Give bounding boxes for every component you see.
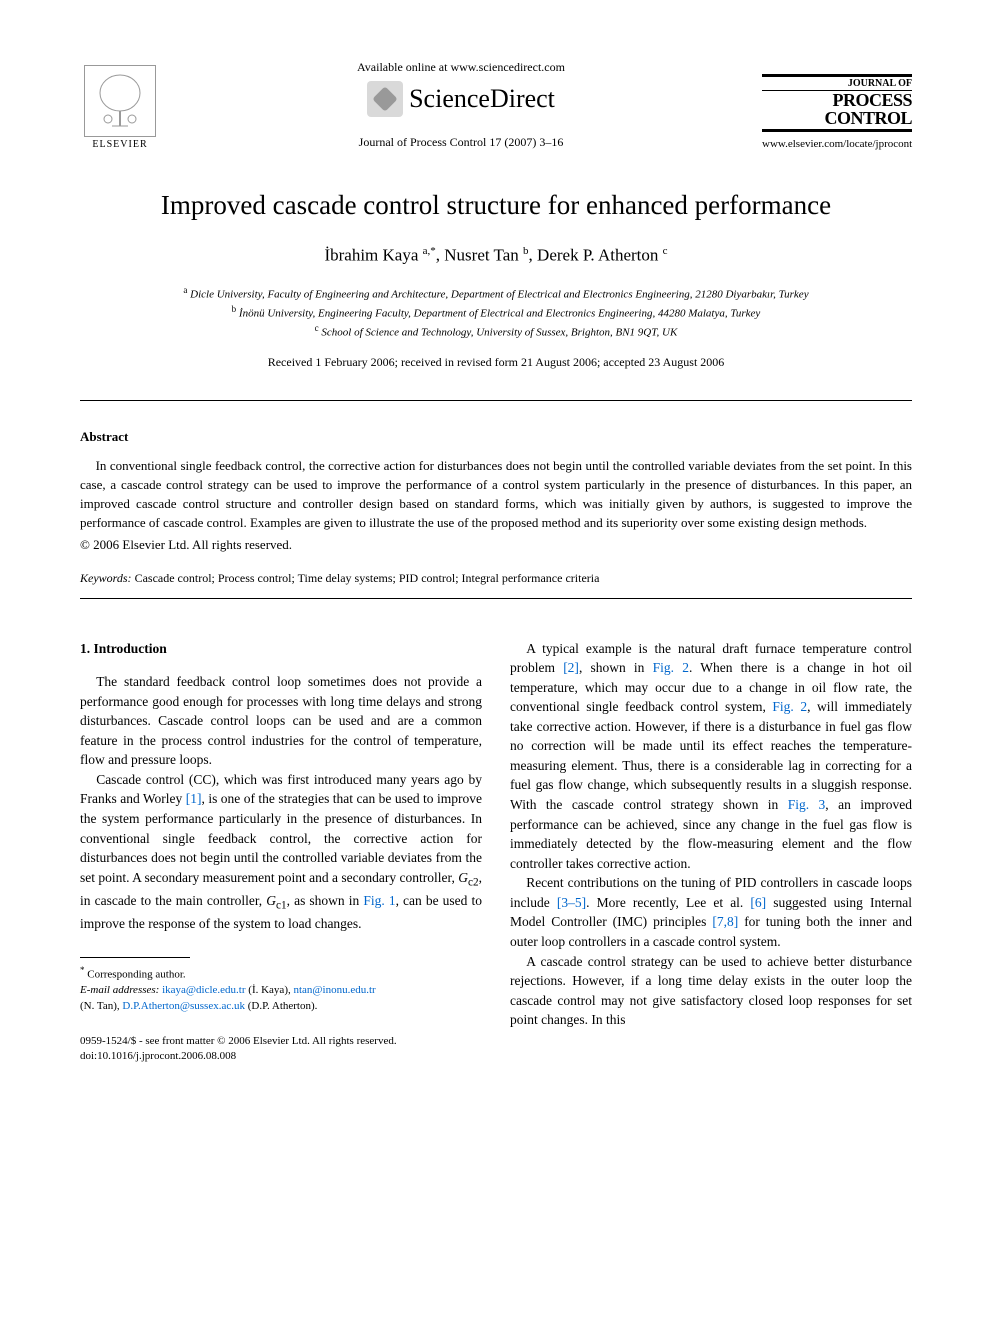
available-online-text: Available online at www.sciencedirect.co… [160, 60, 762, 75]
right-p3: A cascade control strategy can be used t… [510, 952, 912, 1030]
journal-name: PROCESS CONTROL [762, 91, 912, 132]
article-dates: Received 1 February 2006; received in re… [80, 355, 912, 370]
fig-2-link-a[interactable]: Fig. 2 [653, 660, 689, 675]
sciencedirect-text: ScienceDirect [409, 84, 555, 114]
elsevier-logo: ELSEVIER [80, 60, 160, 150]
sciencedirect-brand: ScienceDirect [160, 81, 762, 117]
bottom-info: 0959-1524/$ - see front matter © 2006 El… [80, 1034, 482, 1065]
author-3: Derek P. Atherton [537, 246, 663, 265]
body-columns: 1. Introduction The standard feedback co… [80, 639, 912, 1065]
left-p2: Cascade control (CC), which was first in… [80, 770, 482, 933]
author-3-sup: c [663, 245, 668, 257]
journal-logo: JOURNAL OF PROCESS CONTROL www.elsevier.… [762, 74, 912, 150]
footnote-rule [80, 957, 190, 958]
page-container: ELSEVIER Available online at www.science… [0, 0, 992, 1105]
divider-2 [80, 598, 912, 599]
ref-7-8[interactable]: [7,8] [712, 914, 738, 929]
email-2[interactable]: ntan@inonu.edu.tr [293, 984, 375, 996]
keywords-label: Keywords: [80, 571, 132, 585]
journal-url: www.elsevier.com/locate/jprocont [762, 138, 912, 150]
section-1-heading: 1. Introduction [80, 639, 482, 659]
email-3[interactable]: D.P.Atherton@sussex.ac.uk [122, 1000, 245, 1012]
left-column: 1. Introduction The standard feedback co… [80, 639, 482, 1065]
affiliation-b: b İnönü University, Engineering Faculty,… [80, 303, 912, 322]
fig-2-link-b[interactable]: Fig. 2 [772, 699, 807, 714]
affiliations: a Dicle University, Faculty of Engineeri… [80, 284, 912, 341]
right-p2: Recent contributions on the tuning of PI… [510, 873, 912, 951]
affiliation-a: a Dicle University, Faculty of Engineeri… [80, 284, 912, 303]
ref-6[interactable]: [6] [750, 895, 766, 910]
divider-1 [80, 400, 912, 401]
authors: İbrahim Kaya a,*, Nusret Tan b, Derek P.… [80, 245, 912, 266]
ref-2[interactable]: [2] [563, 660, 579, 675]
journal-name-line2: CONTROL [824, 108, 912, 128]
author-2: Nusret Tan [444, 246, 523, 265]
article-title: Improved cascade control structure for e… [80, 190, 912, 221]
abstract-text: In conventional single feedback control,… [80, 457, 912, 532]
elsevier-tree-icon [84, 65, 156, 137]
affiliation-c: c School of Science and Technology, Univ… [80, 322, 912, 341]
journal-name-line1: PROCESS [832, 90, 912, 110]
keywords-list: Cascade control; Process control; Time d… [132, 571, 600, 585]
elsevier-label: ELSEVIER [92, 139, 147, 150]
issn-line: 0959-1524/$ - see front matter © 2006 El… [80, 1034, 482, 1049]
abstract-copyright: © 2006 Elsevier Ltd. All rights reserved… [80, 537, 912, 553]
right-column: A typical example is the natural draft f… [510, 639, 912, 1065]
sciencedirect-icon [367, 81, 403, 117]
author-1-sup: a,* [423, 245, 436, 257]
corresponding-author: * Corresponding author. [80, 964, 482, 983]
header-row: ELSEVIER Available online at www.science… [80, 60, 912, 150]
ref-3-5[interactable]: [3–5] [557, 895, 586, 910]
email-1[interactable]: ikaya@dicle.edu.tr [162, 984, 245, 996]
right-p1: A typical example is the natural draft f… [510, 639, 912, 874]
fig-3-link[interactable]: Fig. 3 [788, 797, 826, 812]
left-p1: The standard feedback control loop somet… [80, 672, 482, 770]
email-addresses: E-mail addresses: ikaya@dicle.edu.tr (İ.… [80, 983, 482, 1014]
journal-reference: Journal of Process Control 17 (2007) 3–1… [160, 135, 762, 150]
center-header: Available online at www.sciencedirect.co… [160, 60, 762, 150]
author-1: İbrahim Kaya [324, 246, 422, 265]
doi-line: doi:10.1016/j.jprocont.2006.08.008 [80, 1049, 482, 1064]
fig-1-link[interactable]: Fig. 1 [363, 893, 395, 908]
abstract-heading: Abstract [80, 429, 912, 445]
footnotes: * Corresponding author. E-mail addresses… [80, 964, 482, 1014]
keywords: Keywords: Cascade control; Process contr… [80, 571, 912, 586]
ref-1[interactable]: [1] [186, 791, 202, 806]
journal-of-label: JOURNAL OF [762, 74, 912, 91]
